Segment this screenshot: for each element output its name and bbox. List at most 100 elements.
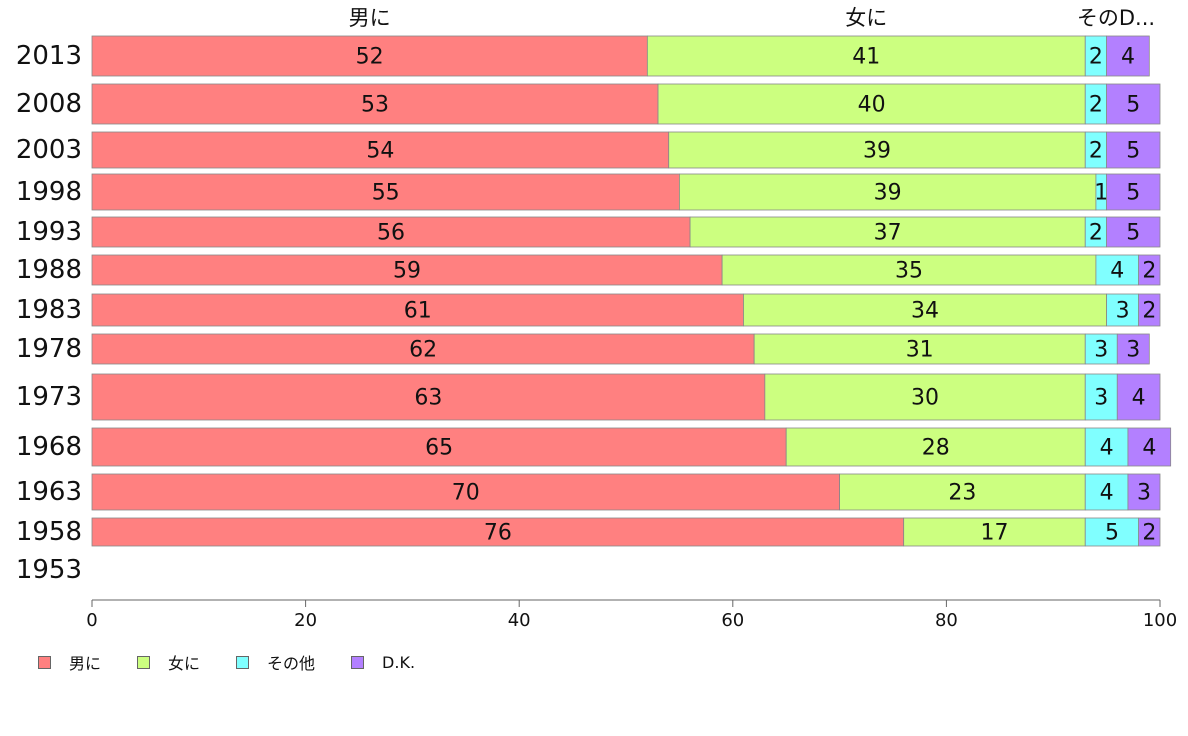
bar-1963-series-0 bbox=[91, 473, 840, 511]
value-label-2003-series-3: 5 bbox=[1126, 139, 1140, 164]
bar-1983-series-3 bbox=[1138, 293, 1161, 327]
value-label-1978-series-2: 3 bbox=[1094, 338, 1108, 363]
bar-1963-series-2 bbox=[1084, 473, 1129, 511]
series-header-0: 男に bbox=[349, 6, 391, 30]
bar-1978-series-3 bbox=[1116, 333, 1150, 365]
legend-item-0: 男に bbox=[38, 650, 101, 674]
bar-2013-series-1 bbox=[646, 35, 1086, 77]
bar-1958-series-0 bbox=[91, 517, 905, 547]
bar-1968-series-2 bbox=[1084, 427, 1129, 467]
legend-label-1: 女に bbox=[168, 654, 201, 673]
value-label-2013-series-0: 52 bbox=[356, 45, 384, 70]
bar-1983-series-2 bbox=[1106, 293, 1140, 327]
value-label-1973-series-1: 30 bbox=[911, 386, 939, 411]
value-label-2013-series-2: 2 bbox=[1089, 45, 1103, 70]
value-label-1993-series-1: 37 bbox=[874, 221, 902, 246]
value-label-1958-series-2: 5 bbox=[1105, 521, 1119, 546]
value-label-1968-series-2: 4 bbox=[1100, 436, 1114, 461]
legend-item-3: D.K. bbox=[351, 650, 415, 674]
x-tick-label-3: 60 bbox=[721, 610, 744, 631]
value-label-1973-series-3: 4 bbox=[1132, 386, 1146, 411]
value-label-1993-series-2: 2 bbox=[1089, 221, 1103, 246]
value-label-1993-series-0: 56 bbox=[377, 221, 405, 246]
bar-1973-series-2 bbox=[1084, 373, 1118, 421]
series-headers: 男に 女に そのD... bbox=[349, 6, 1155, 30]
bar-2013-series-0 bbox=[91, 35, 648, 77]
year-label-1988: 1988 bbox=[16, 255, 82, 285]
value-label-1963-series-2: 4 bbox=[1100, 481, 1114, 506]
bar-1983-series-0 bbox=[91, 293, 744, 327]
x-tick-label-4: 80 bbox=[935, 610, 958, 631]
bar-1968-series-0 bbox=[91, 427, 787, 467]
legend-swatch-3 bbox=[351, 655, 365, 669]
value-label-1983-series-2: 3 bbox=[1116, 299, 1130, 324]
value-label-1988-series-2: 4 bbox=[1110, 259, 1124, 284]
legend-label-3: D.K. bbox=[382, 652, 416, 672]
value-label-1983-series-0: 61 bbox=[404, 299, 432, 324]
bar-2008-series-1 bbox=[657, 83, 1086, 125]
x-axis: 0 20 40 60 80 100 bbox=[86, 599, 1177, 631]
bar-1988-series-1 bbox=[721, 254, 1097, 286]
year-label-1963: 1963 bbox=[16, 477, 82, 507]
value-label-1998-series-2: 1 bbox=[1094, 181, 1108, 206]
value-label-2008-series-1: 40 bbox=[858, 93, 886, 118]
bar-1968-series-1 bbox=[785, 427, 1086, 467]
value-label-1978-series-0: 62 bbox=[409, 338, 437, 363]
bar-1978-series-1 bbox=[753, 333, 1086, 365]
value-label-1988-series-0: 59 bbox=[393, 259, 421, 284]
bar-1958-series-1 bbox=[903, 517, 1086, 547]
value-label-1973-series-0: 63 bbox=[414, 386, 442, 411]
bar-1998-series-0 bbox=[91, 173, 680, 211]
value-label-1988-series-1: 35 bbox=[895, 259, 923, 284]
bar-2013-series-3 bbox=[1106, 35, 1150, 77]
value-label-1998-series-0: 55 bbox=[372, 181, 400, 206]
year-label-2003: 2003 bbox=[16, 135, 82, 165]
year-label-1968: 1968 bbox=[16, 432, 82, 462]
x-tick-label-5: 100 bbox=[1143, 610, 1177, 631]
bar-1958-series-2 bbox=[1084, 517, 1140, 547]
bar-1973-series-1 bbox=[764, 373, 1086, 421]
value-label-1993-series-3: 5 bbox=[1126, 221, 1140, 246]
value-label-1968-series-3: 4 bbox=[1142, 436, 1156, 461]
legend: 男に 女に その他 D.K. bbox=[38, 650, 451, 674]
year-label-1958: 1958 bbox=[16, 517, 82, 547]
bar-2003-series-0 bbox=[91, 131, 670, 169]
series-header-1: 女に bbox=[845, 6, 887, 30]
bar-2008-series-3 bbox=[1106, 83, 1161, 125]
bar-2003-series-3 bbox=[1106, 131, 1161, 169]
value-label-1988-series-3: 2 bbox=[1142, 259, 1156, 284]
x-tick-label-0: 0 bbox=[86, 610, 97, 631]
legend-swatch-1 bbox=[137, 655, 151, 669]
legend-item-1: 女に bbox=[137, 650, 200, 674]
legend-swatch-0 bbox=[38, 655, 51, 669]
bar-1988-series-2 bbox=[1095, 254, 1140, 286]
bar-1993-series-0 bbox=[91, 216, 691, 248]
value-label-1958-series-3: 2 bbox=[1142, 521, 1156, 546]
value-label-2008-series-0: 53 bbox=[361, 93, 389, 118]
value-label-1968-series-1: 28 bbox=[922, 436, 950, 461]
bar-2003-series-1 bbox=[668, 131, 1086, 169]
value-label-1998-series-1: 39 bbox=[874, 181, 902, 206]
year-label-1983: 1983 bbox=[16, 295, 82, 325]
year-labels: 2013 2008 2003 1998 1993 1988 1983 1978 1973 1968… bbox=[16, 41, 82, 585]
bar-1978-series-0 bbox=[91, 333, 755, 365]
value-label-1978-series-1: 31 bbox=[906, 338, 934, 363]
value-label-2008-series-3: 5 bbox=[1126, 93, 1140, 118]
value-label-1963-series-1: 23 bbox=[948, 481, 976, 506]
bar-1983-series-1 bbox=[743, 293, 1107, 327]
value-label-2013-series-3: 4 bbox=[1121, 45, 1135, 70]
bar-1958-series-3 bbox=[1138, 517, 1161, 547]
bar-1988-series-3 bbox=[1138, 254, 1161, 286]
value-label-1968-series-0: 65 bbox=[425, 436, 453, 461]
value-label-1983-series-1: 34 bbox=[911, 299, 939, 324]
year-label-1998: 1998 bbox=[16, 177, 82, 207]
year-label-1953: 1953 bbox=[16, 555, 82, 585]
value-label-2003-series-1: 39 bbox=[863, 139, 891, 164]
bar-1963-series-3 bbox=[1127, 473, 1161, 511]
value-label-1958-series-1: 17 bbox=[980, 521, 1008, 546]
year-label-2013: 2013 bbox=[16, 41, 82, 71]
bar-1998-series-1 bbox=[679, 173, 1097, 211]
x-tick-label-2: 40 bbox=[508, 610, 531, 631]
bar-2008-series-0 bbox=[91, 83, 659, 125]
